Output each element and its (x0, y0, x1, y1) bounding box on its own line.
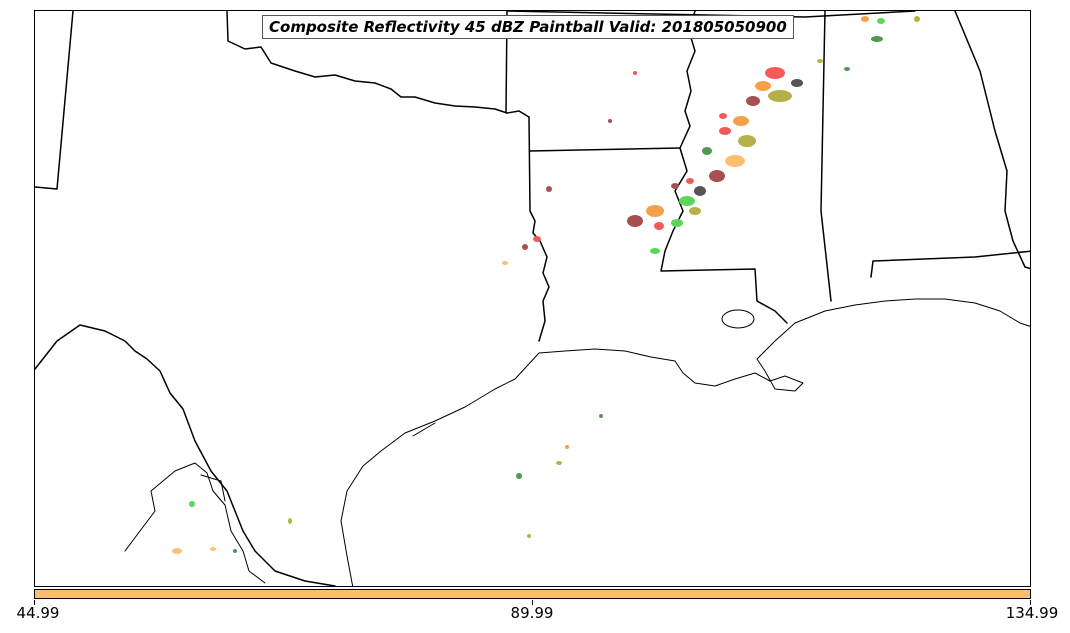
echo (844, 67, 850, 71)
echo (679, 196, 695, 206)
state-border-alabama-georgia (954, 11, 1030, 270)
colorbar (34, 589, 1031, 599)
echo (210, 547, 216, 551)
state-border-mississippi-river (660, 11, 788, 324)
echo (719, 113, 727, 119)
echo (546, 186, 552, 192)
echo (502, 261, 508, 265)
echo (765, 67, 785, 79)
state-border-mississippi-alabama (820, 11, 832, 302)
echo (702, 147, 712, 155)
echo (871, 36, 883, 42)
echo (738, 135, 756, 147)
echo (861, 16, 869, 22)
echo (172, 548, 182, 554)
map-title: Composite Reflectivity 45 dBZ Paintball … (262, 15, 794, 39)
echo (522, 244, 528, 250)
echo (709, 170, 725, 182)
state-border-oklahoma-red-river (226, 11, 530, 118)
echo (671, 219, 683, 227)
map-frame (34, 10, 1031, 587)
state-border-tennessee-south (506, 11, 916, 18)
colorbar-tick-label-right: 134.99 (1005, 604, 1059, 622)
echo (733, 116, 749, 126)
echo (627, 215, 643, 227)
echo (689, 207, 701, 215)
echo (633, 71, 637, 75)
state-border-rio-grande (35, 324, 336, 586)
echo (527, 534, 531, 538)
echo (719, 127, 731, 135)
echo (516, 473, 522, 479)
echo (599, 414, 603, 418)
echo (746, 96, 760, 106)
colorbar-tick-label-left: 44.99 (16, 604, 60, 622)
echo (686, 178, 694, 184)
colorbar-tick-middle (532, 600, 533, 605)
echo (646, 205, 664, 217)
lake-pontchartrain (721, 309, 755, 329)
state-border-texas-louisiana-sabine (538, 240, 550, 342)
echo (233, 549, 237, 553)
echo (288, 518, 292, 524)
radar-echoes (172, 16, 920, 554)
echo (817, 59, 823, 63)
echo (565, 445, 569, 449)
colorbar-tick-right (1030, 600, 1031, 605)
mexico-state-border-2 (200, 474, 226, 502)
echo (877, 18, 885, 24)
echo (914, 16, 920, 22)
echo (671, 183, 679, 189)
colorbar-tick-left (34, 600, 35, 605)
gulf-coastline (340, 298, 1030, 586)
colorbar-tick-label-middle: 89.99 (510, 604, 554, 622)
echo (694, 186, 706, 196)
map-canvas (35, 11, 1030, 586)
echo (725, 155, 745, 167)
echo (189, 501, 195, 507)
echo (533, 236, 541, 242)
echo (755, 81, 771, 91)
state-border-nm-tx-west (35, 11, 74, 190)
state-border-arkansas-louisiana (529, 147, 681, 152)
echo (768, 90, 792, 102)
mexico-state-border-1 (124, 462, 266, 584)
galveston-island (412, 422, 436, 437)
echo (650, 248, 660, 254)
echo (791, 79, 803, 87)
echo (608, 119, 612, 123)
echo (654, 222, 664, 230)
state-border-alabama-florida (870, 250, 1030, 278)
state-border-arkansas-texas (528, 116, 541, 242)
echo (556, 461, 562, 465)
